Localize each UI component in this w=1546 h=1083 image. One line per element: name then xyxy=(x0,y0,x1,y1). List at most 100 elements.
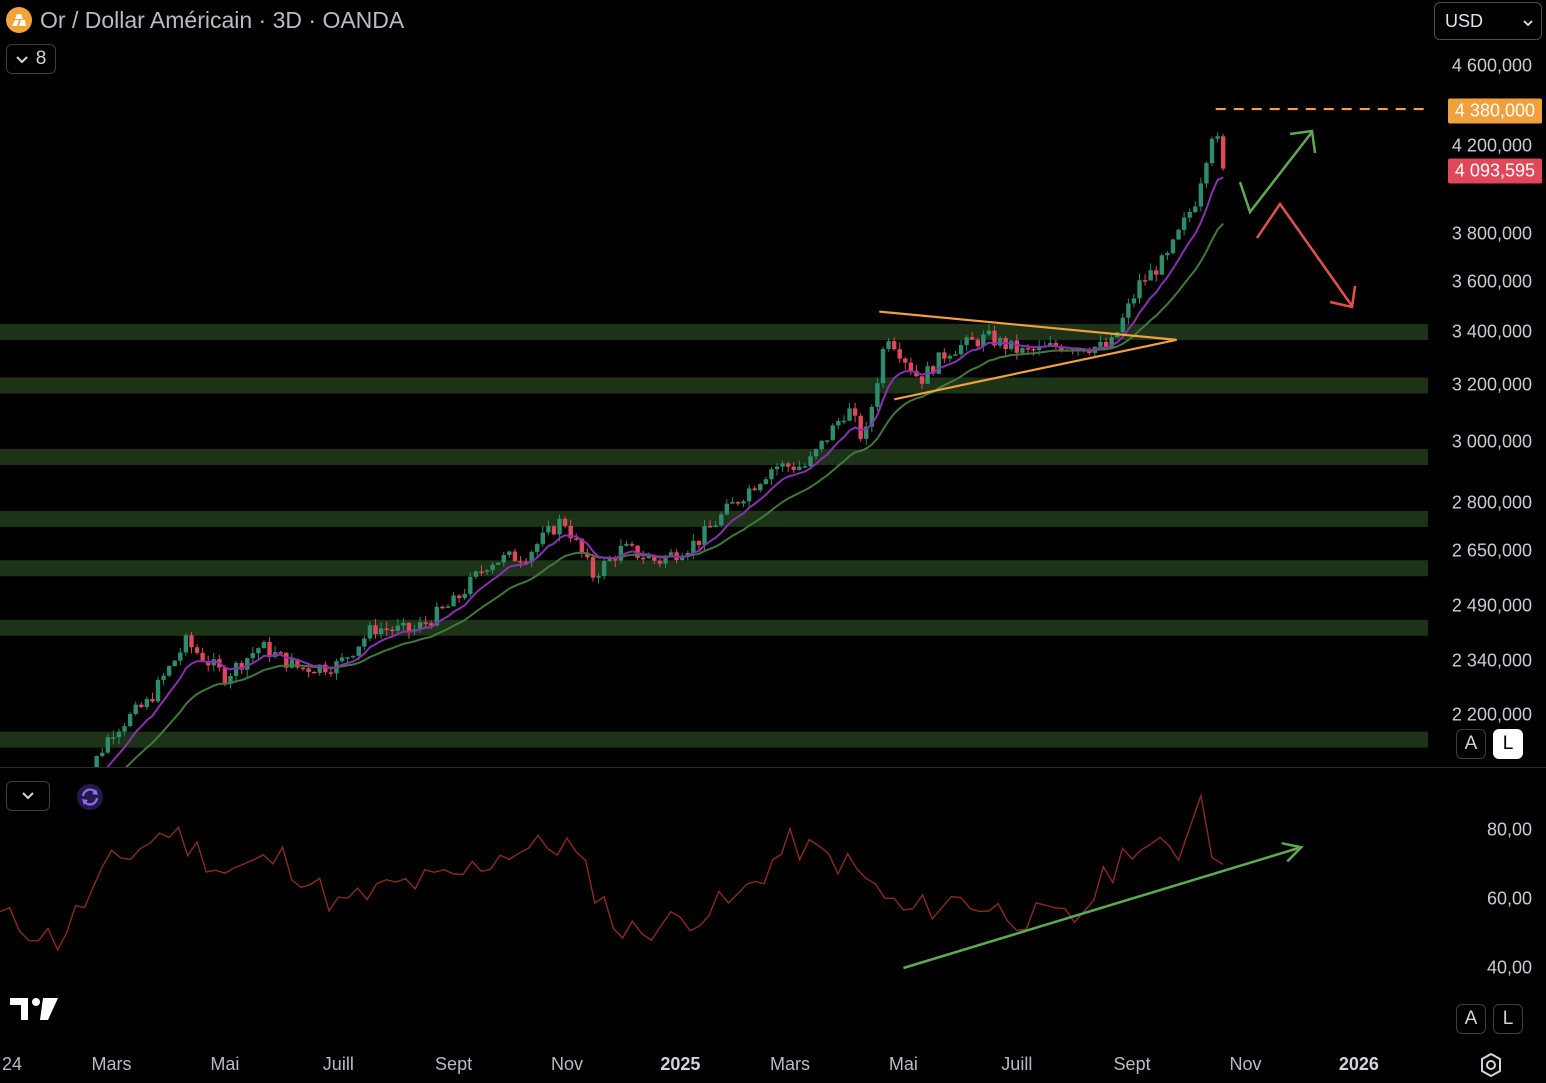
candle-body xyxy=(1014,340,1020,353)
auto-scale-button[interactable]: A xyxy=(1456,729,1486,759)
indicator-chart[interactable] xyxy=(0,768,1430,1048)
candle-body xyxy=(479,571,484,573)
candle-body xyxy=(629,543,635,546)
settings-gear-icon[interactable] xyxy=(1478,1052,1504,1083)
indicator-auto-scale-button[interactable]: A xyxy=(1456,1004,1486,1034)
indicators-collapse-button[interactable]: 8 xyxy=(6,44,56,74)
candle-body xyxy=(233,662,239,676)
price-tick-label: 3 400,000 xyxy=(1451,321,1532,342)
candle-body xyxy=(646,556,651,559)
candle-body xyxy=(657,560,663,564)
candle-body xyxy=(702,526,707,545)
candle-body xyxy=(306,668,311,672)
candle-body xyxy=(1181,217,1187,230)
chevron-down-icon xyxy=(1523,11,1533,32)
candle-body xyxy=(228,675,233,684)
candle-body xyxy=(758,484,763,491)
price-tick-label: 2 800,000 xyxy=(1451,492,1532,513)
candle-body xyxy=(562,518,568,526)
candle-body xyxy=(652,556,657,561)
trendline-arrowhead xyxy=(1281,841,1304,863)
candle-body xyxy=(908,362,914,371)
candle-body xyxy=(205,661,211,666)
candle-body xyxy=(429,623,434,626)
support-zone[interactable] xyxy=(0,510,1428,527)
price-chart[interactable] xyxy=(0,0,1430,767)
candle-body xyxy=(1031,349,1036,351)
currency-select[interactable]: USD xyxy=(1434,2,1542,40)
candle-body xyxy=(557,518,562,535)
candle-body xyxy=(735,502,741,504)
indicator-collapse-button[interactable] xyxy=(6,781,50,811)
time-label: Nov xyxy=(1229,1054,1262,1074)
candle-body xyxy=(852,408,858,416)
support-zone[interactable] xyxy=(0,449,1428,466)
candle-body xyxy=(484,570,490,572)
candle-body xyxy=(378,628,384,634)
candle-body xyxy=(618,545,624,561)
candle-body xyxy=(970,337,975,340)
candle-body xyxy=(891,341,897,350)
candle-body xyxy=(339,657,345,662)
price-tick-label: 3 200,000 xyxy=(1451,374,1532,395)
candle-body xyxy=(797,466,802,470)
support-zone[interactable] xyxy=(0,619,1428,636)
candle-body xyxy=(373,625,378,634)
candle-body xyxy=(105,737,111,753)
triangle-pattern[interactable] xyxy=(879,310,1177,401)
bearish-arrow[interactable] xyxy=(1255,201,1354,307)
log-scale-button[interactable]: L xyxy=(1493,729,1523,759)
pane-divider[interactable] xyxy=(0,767,1546,768)
indicator-log-scale-button[interactable]: L xyxy=(1493,1004,1523,1034)
support-zone[interactable] xyxy=(0,731,1428,748)
candle-body xyxy=(183,635,189,653)
bullish-arrow[interactable] xyxy=(1238,131,1313,215)
chevron-down-icon xyxy=(22,787,34,805)
symbol-header[interactable]: Or / Dollar Américain · 3D · OANDA xyxy=(6,4,404,36)
candle-body xyxy=(250,653,256,659)
candle-body xyxy=(1087,351,1092,354)
candle-body xyxy=(1103,341,1109,348)
candle-body xyxy=(473,571,479,577)
candle-body xyxy=(746,488,752,502)
time-label: Juill xyxy=(322,1054,354,1074)
sync-icon[interactable] xyxy=(76,783,104,811)
candle-body xyxy=(579,538,585,553)
indicator-line xyxy=(0,792,1224,952)
candle-body xyxy=(1154,270,1159,275)
candle-body xyxy=(880,348,886,384)
candle-body xyxy=(150,699,155,702)
indicator-tick-label: 40,00 xyxy=(1486,957,1532,978)
candle-body xyxy=(194,647,200,653)
candle-body xyxy=(139,704,144,708)
candle-body xyxy=(495,562,501,565)
support-zone[interactable] xyxy=(0,377,1428,394)
candle-body xyxy=(540,532,545,545)
candle-body xyxy=(401,622,406,626)
price-tick-label: 3 600,000 xyxy=(1451,271,1532,292)
candle-body xyxy=(886,341,891,349)
indicator-trendline[interactable] xyxy=(903,846,1302,970)
candle-body xyxy=(350,655,356,658)
candle-body xyxy=(133,704,138,714)
candle-body xyxy=(507,551,512,556)
support-zone[interactable] xyxy=(0,560,1428,577)
candle-body xyxy=(1109,337,1114,348)
candle-body xyxy=(434,606,440,626)
candle-body xyxy=(707,526,713,528)
candle-body xyxy=(1098,341,1103,347)
candle-body xyxy=(462,593,467,599)
support-zone[interactable] xyxy=(0,324,1428,341)
candle-body xyxy=(825,440,830,442)
tradingview-logo[interactable] xyxy=(10,994,60,1027)
candle-body xyxy=(568,525,573,539)
ema-fast-line xyxy=(106,176,1224,767)
candle-body xyxy=(1165,253,1170,256)
candle-body xyxy=(440,606,445,609)
gold-symbol-icon xyxy=(6,7,32,33)
candle-body xyxy=(256,648,261,654)
candle-body xyxy=(607,558,612,562)
candle-body xyxy=(289,659,295,668)
candle-body xyxy=(1215,136,1220,139)
time-label: 2025 xyxy=(660,1054,701,1074)
